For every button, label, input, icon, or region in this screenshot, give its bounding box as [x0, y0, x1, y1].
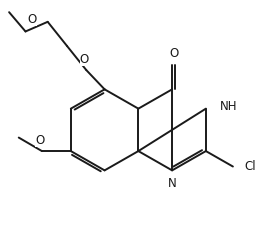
- Text: O: O: [35, 134, 45, 147]
- Text: O: O: [80, 53, 89, 66]
- Text: N: N: [168, 177, 176, 190]
- Text: NH: NH: [219, 100, 237, 113]
- Text: O: O: [27, 13, 37, 26]
- Text: O: O: [170, 47, 179, 60]
- Text: Cl: Cl: [245, 160, 256, 173]
